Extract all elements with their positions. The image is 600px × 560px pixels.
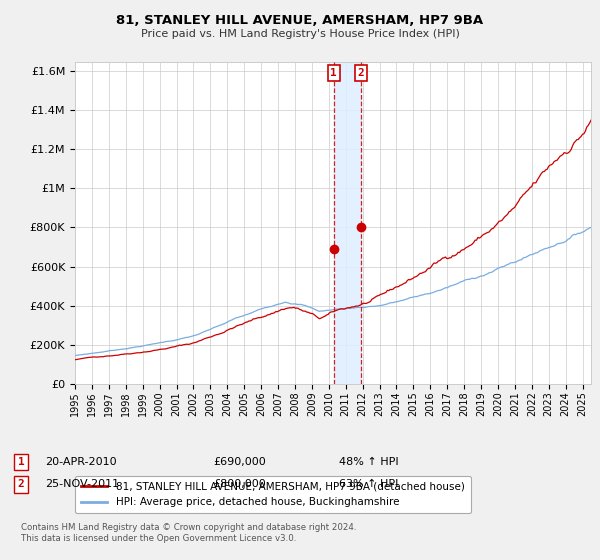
Text: 25-NOV-2011: 25-NOV-2011	[45, 479, 119, 489]
Text: £690,000: £690,000	[213, 457, 266, 467]
Text: 2: 2	[358, 68, 364, 78]
Text: This data is licensed under the Open Government Licence v3.0.: This data is licensed under the Open Gov…	[21, 534, 296, 543]
Text: 1: 1	[331, 68, 337, 78]
Text: 2: 2	[17, 479, 25, 489]
Text: 20-APR-2010: 20-APR-2010	[45, 457, 116, 467]
Bar	[334, 62, 361, 384]
Text: 63% ↑ HPI: 63% ↑ HPI	[339, 479, 398, 489]
Text: Contains HM Land Registry data © Crown copyright and database right 2024.: Contains HM Land Registry data © Crown c…	[21, 523, 356, 532]
Text: 81, STANLEY HILL AVENUE, AMERSHAM, HP7 9BA: 81, STANLEY HILL AVENUE, AMERSHAM, HP7 9…	[116, 14, 484, 27]
Text: Price paid vs. HM Land Registry's House Price Index (HPI): Price paid vs. HM Land Registry's House …	[140, 29, 460, 39]
Legend: 81, STANLEY HILL AVENUE, AMERSHAM, HP7 9BA (detached house), HPI: Average price,: 81, STANLEY HILL AVENUE, AMERSHAM, HP7 9…	[75, 476, 471, 514]
Text: 1: 1	[17, 457, 25, 467]
Text: 48% ↑ HPI: 48% ↑ HPI	[339, 457, 398, 467]
Text: £800,000: £800,000	[213, 479, 266, 489]
